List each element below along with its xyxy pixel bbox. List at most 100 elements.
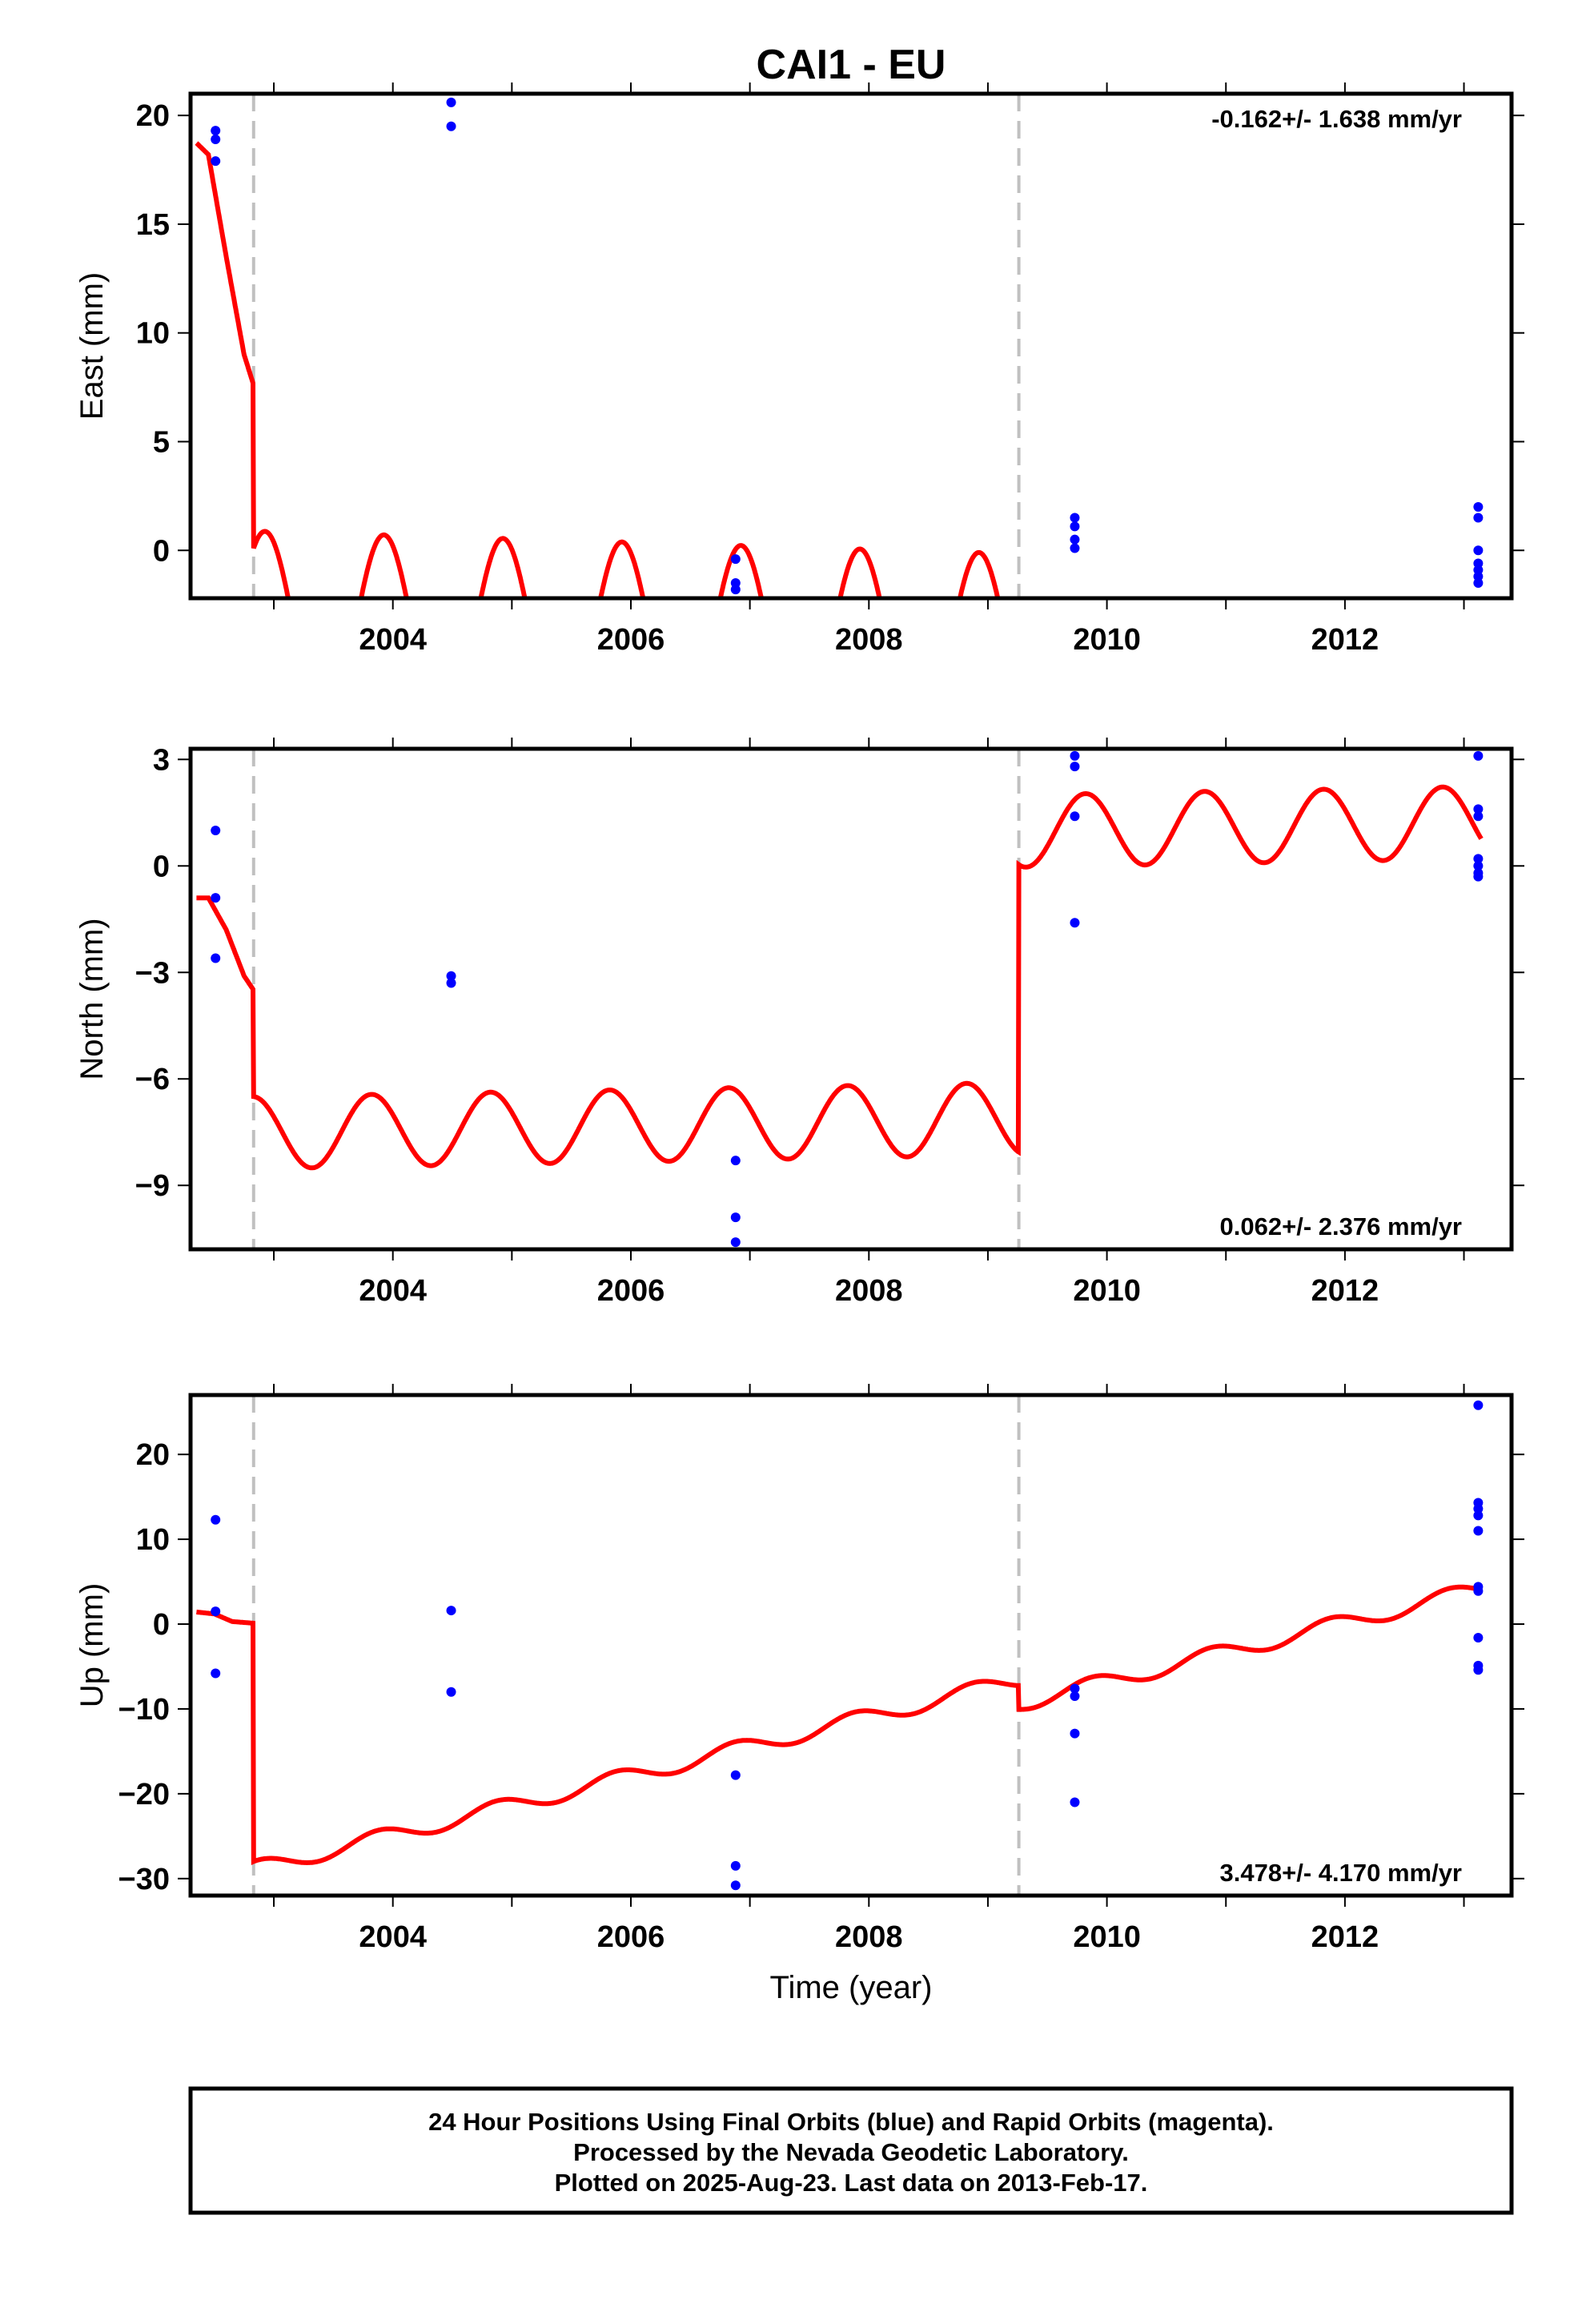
data-point: [1473, 1503, 1484, 1514]
data-point: [211, 156, 221, 167]
y-tick-label: 10: [136, 1523, 170, 1557]
panel-east: 2004 2006 2008 2010 2012 0 5 10 15 20 East (mm) -0.…: [74, 82, 1524, 657]
data-point: [446, 97, 456, 107]
y-tick-label: 0: [153, 850, 170, 883]
x-axis-label: Time (year): [770, 1970, 933, 2005]
y-tick-label: 15: [136, 208, 170, 242]
data-point: [730, 1880, 741, 1891]
y-tick-label: −20: [118, 1778, 170, 1811]
x-tick-label: 2010: [1073, 623, 1141, 657]
data-point: [1070, 1797, 1080, 1807]
footer-line-1: 24 Hour Positions Using Final Orbits (bl…: [428, 2108, 1274, 2136]
data-point: [1473, 1586, 1484, 1596]
y-axis-label: East (mm): [74, 272, 110, 420]
data-point: [1070, 1683, 1080, 1694]
data-point: [1473, 545, 1484, 556]
footer-border: [188, 2086, 1514, 2215]
data-point: [1473, 1632, 1484, 1642]
data-point: [730, 585, 741, 595]
data-point: [446, 121, 456, 131]
data-point: [211, 893, 221, 903]
data-point: [1473, 1400, 1484, 1410]
x-tick-label: 2010: [1073, 1920, 1141, 1954]
data-point: [730, 1860, 741, 1871]
data-point: [1473, 854, 1484, 864]
y-axis-label: Up (mm): [74, 1583, 110, 1708]
data-point: [730, 1156, 741, 1166]
y-axis-label: North (mm): [74, 918, 110, 1080]
data-point: [1070, 750, 1080, 761]
y-tick-label: 20: [136, 99, 170, 133]
data-point: [1473, 513, 1484, 523]
data-point: [730, 554, 741, 565]
y-tick-label: −30: [118, 1863, 170, 1896]
data-point: [446, 1606, 456, 1616]
panel-frame: [188, 91, 1514, 601]
y-tick-label: −3: [135, 956, 170, 990]
data-point: [730, 1770, 741, 1780]
data-point: [1070, 762, 1080, 772]
model-curve: [196, 1584, 1482, 1865]
data-point: [1070, 1691, 1080, 1702]
footer-line-2: Processed by the Nevada Geodetic Laborat…: [573, 2138, 1129, 2166]
data-point: [446, 1687, 456, 1697]
data-point: [211, 1514, 221, 1525]
y-tick-label: −10: [118, 1693, 170, 1727]
data-point: [1473, 1510, 1484, 1521]
data-point: [1473, 1665, 1484, 1675]
footer-box: 24 Hour Positions Using Final Orbits (bl…: [188, 2086, 1514, 2215]
x-tick-label: 2012: [1311, 623, 1379, 657]
chart-title: CAI1 - EU: [757, 42, 946, 88]
data-point: [1070, 1728, 1080, 1739]
data-point: [1473, 804, 1484, 814]
panel-north: 2004 2006 2008 2010 2012 3 0 −3 −6 −9 North (mm) 0.…: [74, 738, 1524, 1308]
data-point: [1070, 918, 1080, 928]
data-point: [1473, 1526, 1484, 1536]
footer-line-3: Plotted on 2025-Aug-23. Last data on 201…: [555, 2169, 1148, 2197]
data-point: [211, 825, 221, 835]
data-point: [1473, 861, 1484, 871]
x-tick-label: 2012: [1311, 1274, 1379, 1308]
data-point: [446, 971, 456, 981]
data-point: [1070, 534, 1080, 545]
data-point: [1473, 501, 1484, 512]
data-point: [211, 126, 221, 136]
data-point: [730, 1212, 741, 1223]
data-point: [211, 135, 221, 145]
x-tick-label: 2006: [597, 1920, 665, 1954]
velocity-annotation: 3.478+/- 4.170 mm/yr: [1220, 1859, 1462, 1887]
y-tick-label: 0: [153, 1608, 170, 1642]
x-tick-label: 2006: [597, 623, 665, 657]
data-point: [211, 1606, 221, 1617]
x-tick-label: 2008: [835, 623, 903, 657]
data-point: [211, 1668, 221, 1679]
x-tick-label: 2008: [835, 1274, 903, 1308]
data-point: [1070, 513, 1080, 523]
y-tick-label: 0: [153, 534, 170, 568]
data-point: [730, 1237, 741, 1248]
velocity-annotation: -0.162+/- 1.638 mm/yr: [1211, 105, 1462, 133]
x-tick-label: 2012: [1311, 1920, 1379, 1954]
data-point: [446, 978, 456, 988]
y-tick-label: 3: [153, 743, 170, 777]
data-point: [1070, 521, 1080, 532]
data-point: [211, 953, 221, 963]
x-tick-label: 2004: [359, 1920, 427, 1954]
y-tick-label: 20: [136, 1438, 170, 1472]
y-tick-label: 5: [153, 425, 170, 459]
data-point: [1473, 811, 1484, 822]
x-tick-label: 2008: [835, 1920, 903, 1954]
panel-frame: [188, 1393, 1514, 1898]
model-curve: [196, 784, 1484, 1171]
panel-frame: [188, 746, 1514, 1252]
y-tick-label: −9: [135, 1169, 170, 1203]
y-tick-label: −6: [135, 1063, 170, 1096]
x-tick-label: 2004: [359, 1274, 427, 1308]
data-point: [1070, 811, 1080, 822]
data-point: [1473, 577, 1484, 588]
data-point: [1070, 543, 1080, 553]
x-tick-label: 2010: [1073, 1274, 1141, 1308]
x-tick-label: 2004: [359, 623, 427, 657]
